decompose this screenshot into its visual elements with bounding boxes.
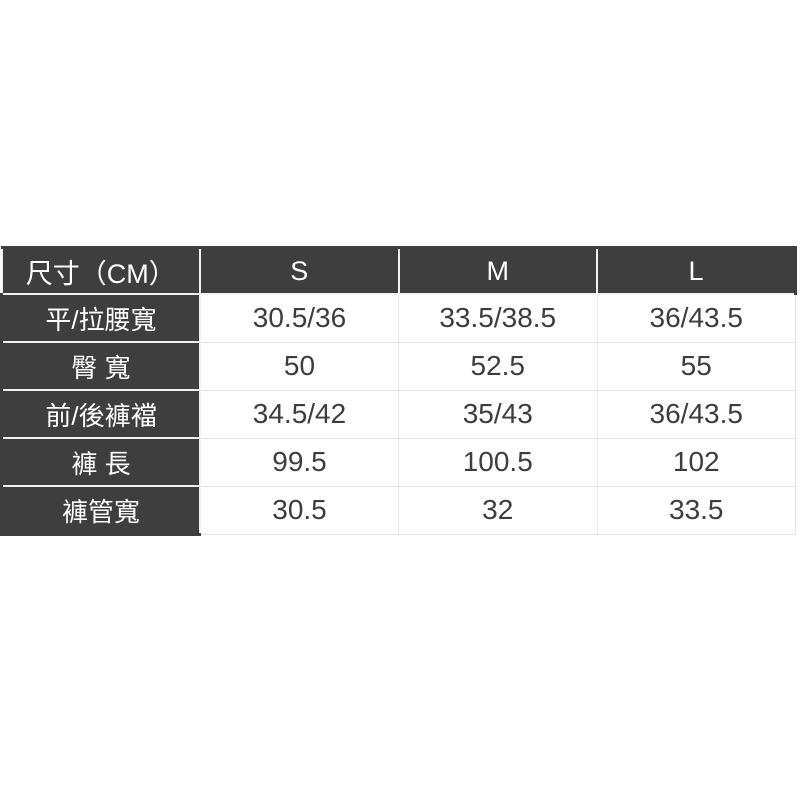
size-column-m: M [397, 246, 598, 295]
cell-value: 52.5 [398, 341, 598, 391]
cell-value: 34.5/42 [199, 389, 399, 439]
cell-value: 100.5 [398, 437, 598, 487]
row-label-length: 褲 長 [0, 437, 201, 487]
cell-value: 50 [199, 341, 399, 391]
cell-value: 32 [398, 485, 598, 535]
cell-value: 55 [596, 341, 796, 391]
cell-value: 30.5/36 [199, 293, 399, 343]
cell-value: 36/43.5 [596, 389, 796, 439]
row-label-leg-opening: 褲管寬 [0, 485, 201, 536]
table-row-crotch: 前/後褲襠 34.5/42 35/43 36/43.5 [0, 389, 796, 439]
table-row-waist: 平/拉腰寬 30.5/36 33.5/38.5 36/43.5 [0, 293, 796, 343]
cell-value: 33.5 [596, 485, 796, 535]
row-label-crotch: 前/後褲襠 [0, 389, 201, 439]
cell-value: 33.5/38.5 [398, 293, 598, 343]
unit-header-cell: 尺寸（CM） [0, 246, 201, 295]
cell-value: 35/43 [398, 389, 598, 439]
size-column-s: S [199, 246, 400, 295]
cell-value: 99.5 [199, 437, 399, 487]
table-row-leg-opening: 褲管寬 30.5 32 33.5 [0, 485, 796, 536]
size-chart-table: 尺寸（CM） S M L 平/拉腰寬 30.5/36 33.5/38.5 36/… [0, 246, 797, 536]
table-row-hip: 臀 寬 50 52.5 55 [0, 341, 796, 391]
size-column-l: L [596, 246, 797, 295]
cell-value: 30.5 [199, 485, 399, 535]
header-row: 尺寸（CM） S M L [0, 246, 797, 295]
cell-value: 36/43.5 [596, 293, 796, 343]
row-label-waist: 平/拉腰寬 [0, 293, 201, 343]
row-label-hip: 臀 寬 [0, 341, 201, 391]
cell-value: 102 [596, 437, 796, 487]
table-row-length: 褲 長 99.5 100.5 102 [0, 437, 796, 487]
